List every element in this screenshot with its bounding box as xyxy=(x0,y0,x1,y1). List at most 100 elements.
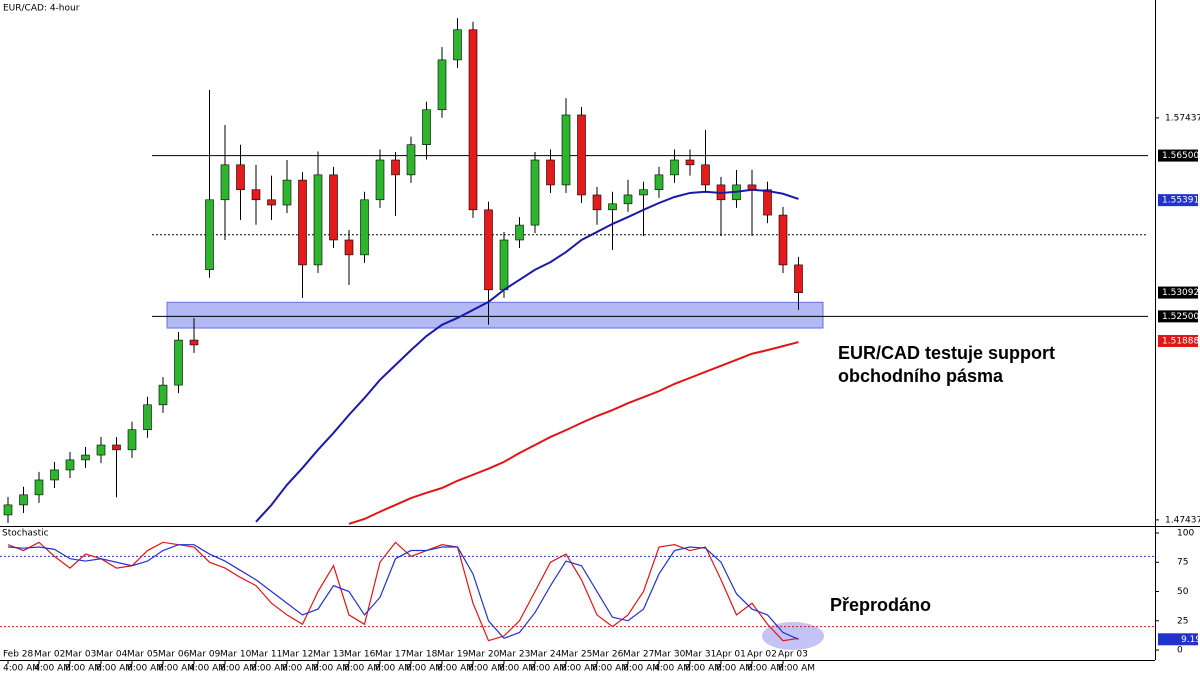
x-tick-label: Mar 09 xyxy=(189,650,221,660)
x-time-label: 8:00 AM xyxy=(716,664,753,674)
candle-body xyxy=(251,189,261,201)
x-time-label: 8:00 AM xyxy=(251,664,288,674)
price-tag xyxy=(1158,286,1198,299)
x-time-label: 4:00 AM xyxy=(654,664,691,674)
candle-body xyxy=(112,444,121,451)
candle-body xyxy=(654,174,664,191)
candle-body xyxy=(174,339,183,386)
x-tick-label: Mar 04 xyxy=(96,650,128,660)
candle-body xyxy=(329,174,338,241)
candle-body xyxy=(468,29,478,211)
x-time-label: 4:00 AM xyxy=(34,664,71,674)
annotation: EUR/CAD testuje support xyxy=(838,343,1055,363)
x-tick-label: Mar 05 xyxy=(127,650,158,660)
candle-body xyxy=(422,109,431,146)
x-tick-label: Mar 18 xyxy=(406,650,438,660)
x-time-label: 8:00 AM xyxy=(468,664,505,674)
candle-body xyxy=(127,429,137,451)
series-line xyxy=(7,541,799,642)
x-tick-label: Mar 25 xyxy=(561,650,592,660)
x-tick-label: Mar 03 xyxy=(65,650,96,660)
candle-body xyxy=(530,159,540,226)
price-tag-label: 1.56500 xyxy=(1162,151,1199,161)
x-tick-label: Mar 11 xyxy=(251,650,282,660)
x-time-label: 8:00 AM xyxy=(499,664,536,674)
x-time-label: 8:00 AM xyxy=(437,664,474,674)
y-tick-label: 75 xyxy=(1177,558,1188,568)
price-tag xyxy=(1158,149,1198,162)
candle-body xyxy=(623,194,633,205)
x-tick-label: Feb 28 xyxy=(3,650,34,660)
candle-body xyxy=(34,479,44,496)
candle-body xyxy=(608,203,617,211)
x-tick-label: Mar 13 xyxy=(313,650,344,660)
candle-body xyxy=(546,159,555,186)
candle-body xyxy=(282,179,292,206)
x-tick-label: Mar 27 xyxy=(623,650,654,660)
y-tick-label: 1.57437 xyxy=(1165,113,1200,123)
x-tick-label: Mar 23 xyxy=(499,650,530,660)
series-line xyxy=(255,188,799,523)
candle-body xyxy=(592,194,602,211)
candle-body xyxy=(19,494,28,506)
x-tick-label: Apr 01 xyxy=(716,650,746,660)
candle-body xyxy=(344,239,354,256)
price-tag xyxy=(1158,310,1198,323)
candle-body xyxy=(375,159,385,201)
candle-body xyxy=(267,199,276,206)
x-tick-label: Mar 06 xyxy=(158,650,190,660)
x-time-label: 8:00 AM xyxy=(96,664,133,674)
candle-body xyxy=(96,444,106,456)
candle-body xyxy=(3,504,13,516)
price-tag xyxy=(1158,334,1198,347)
candle-body xyxy=(313,174,323,266)
x-tick-label: Mar 31 xyxy=(685,650,716,660)
candle-body xyxy=(794,264,803,293)
x-time-label: 8:00 AM xyxy=(344,664,381,674)
x-tick-label: Apr 02 xyxy=(747,650,777,660)
candle-body xyxy=(639,189,648,196)
x-tick-label: Mar 16 xyxy=(344,650,376,660)
candle-body xyxy=(391,159,400,176)
y-tick-label: 1.47437 xyxy=(1165,515,1200,525)
indicator-title: Stochastic xyxy=(2,529,49,539)
candle-body xyxy=(670,159,679,176)
x-time-label: 8:00 AM xyxy=(623,664,660,674)
title-box xyxy=(1,2,67,14)
x-time-label: 4:00 AM xyxy=(3,664,40,674)
x-time-label: 4:00 AM xyxy=(189,664,226,674)
x-time-label: 8:00 AM xyxy=(406,664,443,674)
y-tick-label: 25 xyxy=(1177,616,1188,626)
series-line xyxy=(348,341,799,525)
price-tag-label: 1.53092 xyxy=(1162,288,1199,298)
x-time-label: 8:00 AM xyxy=(220,664,257,674)
chart-title: EUR/CAD: 4-hour xyxy=(3,4,80,14)
candle-body xyxy=(205,199,214,271)
support-zone xyxy=(166,301,824,329)
candle-body xyxy=(778,214,788,266)
candle-body xyxy=(158,384,168,406)
x-time-label: 8:00 AM xyxy=(313,664,350,674)
oversold-highlight xyxy=(762,622,824,650)
candle-body xyxy=(298,179,307,266)
x-tick-label: Apr 03 xyxy=(778,650,808,660)
candle-body xyxy=(65,459,75,471)
x-time-label: 8:00 AM xyxy=(282,664,319,674)
price-tag-label: 1.52500 xyxy=(1162,312,1199,322)
candle-body xyxy=(577,114,586,196)
candle-body xyxy=(50,469,59,481)
candle-body xyxy=(499,239,509,291)
x-time-label: 8:00 AM xyxy=(685,664,722,674)
x-tick-label: Mar 17 xyxy=(375,650,406,660)
price-tag xyxy=(1158,194,1198,207)
x-tick-label: Mar 02 xyxy=(34,650,65,660)
price-tag-label: 1.55391 xyxy=(1162,196,1199,206)
y-tick-label: 100 xyxy=(1177,528,1194,538)
x-tick-label: Mar 19 xyxy=(437,650,469,660)
x-tick-label: Mar 20 xyxy=(468,650,500,660)
value-tag-label: 9.19 xyxy=(1181,635,1200,645)
x-time-label: 8:00 AM xyxy=(158,664,195,674)
candle-body xyxy=(220,164,230,201)
series-line xyxy=(7,544,799,640)
